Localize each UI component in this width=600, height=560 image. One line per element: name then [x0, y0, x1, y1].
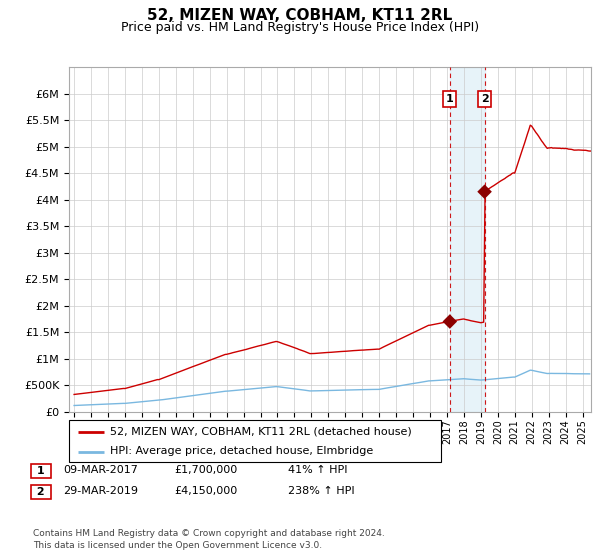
Text: 238% ↑ HPI: 238% ↑ HPI [288, 486, 355, 496]
Text: £4,150,000: £4,150,000 [174, 486, 237, 496]
Text: 52, MIZEN WAY, COBHAM, KT11 2RL: 52, MIZEN WAY, COBHAM, KT11 2RL [148, 8, 452, 24]
Text: 2: 2 [33, 487, 49, 497]
Text: 52, MIZEN WAY, COBHAM, KT11 2RL (detached house): 52, MIZEN WAY, COBHAM, KT11 2RL (detache… [110, 427, 412, 437]
Text: 09-MAR-2017: 09-MAR-2017 [63, 465, 138, 475]
Text: 29-MAR-2019: 29-MAR-2019 [63, 486, 138, 496]
Bar [450, 67, 485, 412]
Text: 2: 2 [481, 94, 488, 104]
Text: Price paid vs. HM Land Registry's House Price Index (HPI): Price paid vs. HM Land Registry's House … [121, 21, 479, 34]
Text: 1: 1 [446, 94, 454, 104]
Text: 1: 1 [33, 466, 49, 476]
Point [480, 187, 490, 196]
Text: Contains HM Land Registry data © Crown copyright and database right 2024.
This d: Contains HM Land Registry data © Crown c… [33, 529, 385, 550]
Point [445, 317, 455, 326]
Text: 41% ↑ HPI: 41% ↑ HPI [288, 465, 347, 475]
FancyBboxPatch shape [69, 420, 441, 462]
Text: HPI: Average price, detached house, Elmbridge: HPI: Average price, detached house, Elmb… [110, 446, 373, 456]
Text: £1,700,000: £1,700,000 [174, 465, 237, 475]
